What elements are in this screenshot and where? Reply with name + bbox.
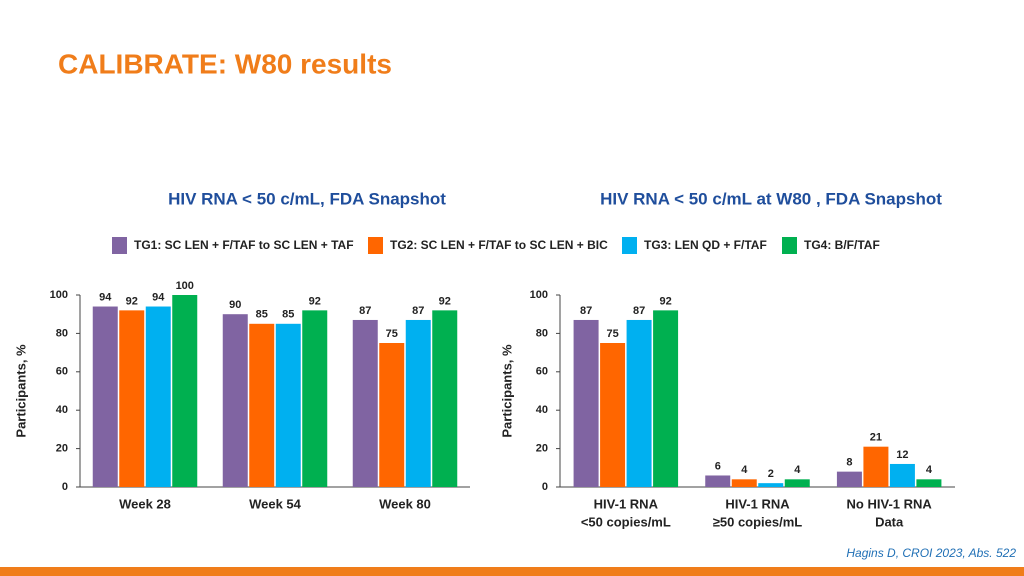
y-tick-label: 40 [56,404,68,416]
y-tick-label: 80 [56,327,68,339]
value-label: 87 [412,305,424,317]
bar [626,319,652,487]
value-label: 87 [359,305,371,317]
value-label: 4 [794,464,801,476]
x-tick-label: Data [875,514,904,529]
y-tick-label: 100 [530,289,548,301]
value-label: 92 [659,295,671,307]
bar [119,310,145,487]
value-label: 75 [386,328,398,340]
y-tick-label: 100 [50,289,68,301]
bar [302,310,328,487]
value-label: 4 [926,464,933,476]
legend-swatch [782,237,797,254]
legend-label: TG1: SC LEN + F/TAF to SC LEN + TAF [134,238,354,252]
x-tick-label: <50 copies/mL [581,514,671,529]
value-label: 75 [606,328,618,340]
value-label: 2 [768,468,774,480]
value-label: 100 [176,280,194,292]
source: Hagins D, CROI 2023, Abs. 522 [846,546,1016,560]
legend-label: TG2: SC LEN + F/TAF to SC LEN + BIC [390,238,608,252]
bar [653,310,679,487]
x-tick-label: HIV-1 RNA [594,496,659,511]
x-tick-label: Week 54 [249,496,302,511]
x-tick-label: No HIV-1 RNA [847,496,933,511]
bar [916,479,942,487]
bar [352,319,378,487]
bar [863,446,889,487]
value-label: 94 [99,291,112,303]
x-tick-label: ≥50 copies/mL [713,514,803,529]
value-label: 94 [152,291,165,303]
chart-title: HIV RNA < 50 c/mL at W80 , FDA Snapshot [600,189,942,208]
bar [145,306,171,487]
bar [249,323,275,487]
bar [731,479,757,487]
bar [889,463,915,487]
value-label: 12 [896,449,908,461]
y-tick-label: 0 [62,481,68,493]
bar [836,471,862,487]
legend-swatch [622,237,637,254]
y-tick-label: 80 [536,327,548,339]
bar [275,323,301,487]
value-label: 21 [870,432,882,444]
y-tick-label: 60 [56,366,68,378]
legend-swatch [368,237,383,254]
bar [600,343,626,487]
y-tick-label: 60 [536,366,548,378]
bar [405,319,431,487]
x-tick-label: Week 80 [379,496,431,511]
value-label: 87 [580,305,592,317]
bar [222,314,248,487]
legend-label: TG3: LEN QD + F/TAF [644,238,767,252]
footer-bar [0,567,1024,576]
value-label: 4 [741,464,748,476]
value-label: 92 [309,295,321,307]
bar [784,479,810,487]
x-tick-label: HIV-1 RNA [725,496,790,511]
legend-swatch [112,237,127,254]
value-label: 85 [256,309,268,321]
value-label: 92 [126,295,138,307]
y-tick-label: 20 [536,443,548,455]
bar [432,310,458,487]
chart-title: HIV RNA < 50 c/mL, FDA Snapshot [168,189,446,208]
bar [172,295,198,487]
y-tick-label: 0 [542,481,548,493]
legend-label: TG4: B/F/TAF [804,238,880,252]
bar [705,475,731,487]
value-label: 87 [633,305,645,317]
bar [758,483,784,487]
value-label: 92 [439,295,451,307]
value-label: 8 [846,457,852,469]
y-axis-label: Participants, % [13,344,28,438]
bar [573,319,599,487]
value-label: 90 [229,299,241,311]
y-axis-label: Participants, % [499,344,514,438]
y-tick-label: 40 [536,404,548,416]
slide-title: CALIBRATE: W80 results [58,48,392,79]
y-tick-label: 20 [56,443,68,455]
value-label: 6 [715,460,721,472]
x-tick-label: Week 28 [119,496,171,511]
bar [379,343,405,487]
bar [92,306,118,487]
value-label: 85 [282,309,294,321]
